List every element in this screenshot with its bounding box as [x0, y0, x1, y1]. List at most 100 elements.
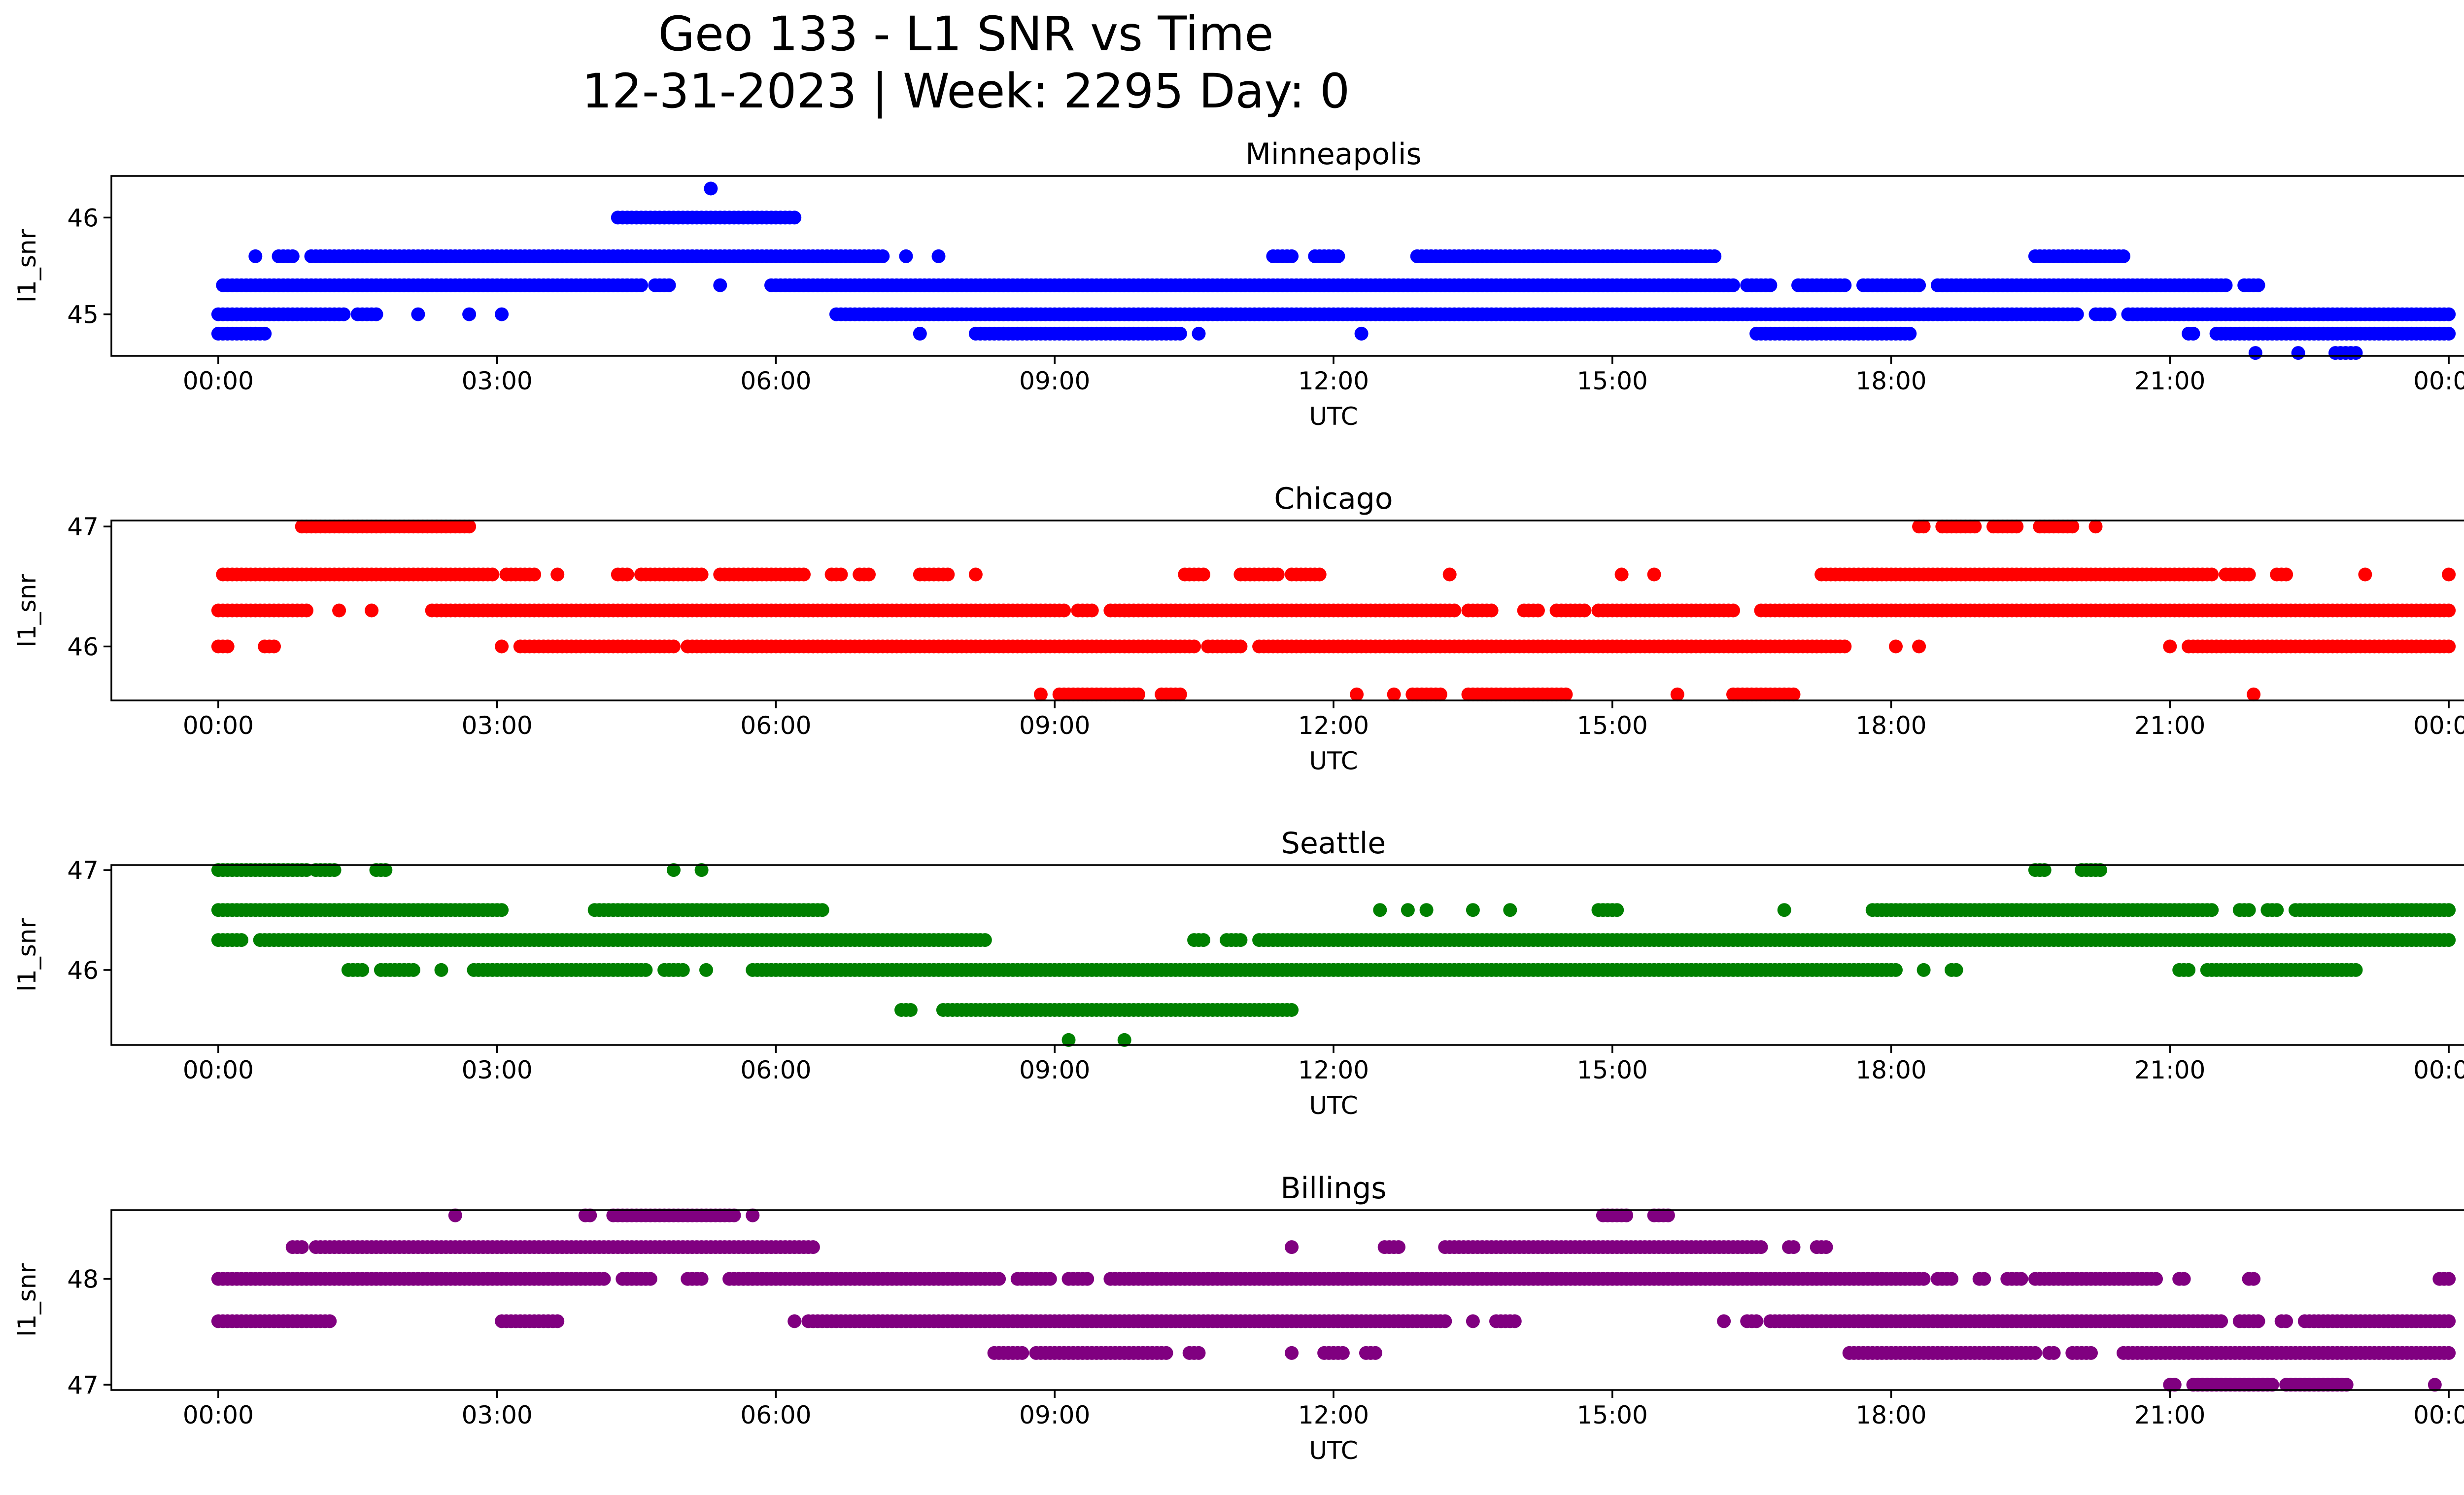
data-point: [1726, 278, 1740, 292]
y-tick-label: 48: [67, 1265, 99, 1294]
data-point: [931, 249, 946, 263]
data-point: [1159, 1346, 1173, 1360]
data-point: [462, 307, 477, 321]
data-point: [1484, 603, 1499, 618]
data-point: [1708, 249, 1722, 263]
data-point: [550, 1314, 565, 1328]
data-point: [1619, 1208, 1634, 1222]
y-tick-label: 46: [67, 956, 99, 985]
x-tick-label: 00:00: [2413, 367, 2464, 395]
data-point: [448, 1208, 462, 1222]
data-point: [1466, 903, 1480, 917]
data-point: [862, 567, 876, 582]
data-point: [2219, 278, 2233, 292]
data-point: [2247, 687, 2261, 701]
data-point: [2442, 567, 2456, 582]
y-axis-label: l1_snr: [13, 1263, 41, 1337]
data-point: [1131, 687, 1145, 701]
data-point: [2442, 1272, 2456, 1286]
data-point: [462, 520, 477, 534]
x-tick-label: 03:00: [462, 711, 533, 740]
data-point: [1559, 687, 1573, 701]
x-tick-label: 00:00: [2413, 711, 2464, 740]
data-point: [727, 1208, 741, 1222]
data-point: [699, 963, 713, 977]
data-point: [676, 963, 690, 977]
data-point: [2279, 1314, 2293, 1328]
data-point: [2428, 1378, 2442, 1392]
data-point: [1392, 1240, 1405, 1254]
data-point: [1726, 603, 1740, 618]
data-point: [2214, 1314, 2228, 1328]
x-tick-label: 00:00: [183, 711, 254, 740]
data-point: [2088, 520, 2103, 534]
data-point: [1197, 567, 1210, 582]
subplot-title-minneapolis: Minneapolis: [1245, 137, 1422, 172]
data-point: [1838, 278, 1852, 292]
y-tick-label: 46: [67, 204, 99, 232]
data-point: [1285, 1346, 1299, 1360]
data-point: [787, 1314, 802, 1328]
data-point: [365, 603, 379, 618]
x-tick-label: 15:00: [1577, 367, 1648, 395]
data-point: [2442, 933, 2456, 947]
data-point: [2093, 863, 2107, 877]
y-axis-label: l1_snr: [13, 918, 41, 992]
x-tick-label: 09:00: [1019, 367, 1090, 395]
y-axis-label: l1_snr: [13, 229, 41, 303]
data-point: [550, 567, 565, 582]
data-point: [787, 210, 802, 225]
data-point: [1968, 520, 1982, 534]
data-point: [378, 863, 393, 877]
data-point: [495, 903, 509, 917]
data-point: [355, 963, 370, 977]
figure-title-line1: Geo 133 - L1 SNR vs Time: [658, 6, 1274, 62]
data-point: [1916, 520, 1931, 534]
data-point: [806, 1240, 820, 1254]
x-tick-label: 12:00: [1298, 711, 1369, 740]
data-point: [1043, 1272, 1057, 1286]
data-point: [2291, 346, 2305, 360]
data-point: [1117, 1033, 1131, 1047]
data-point: [1354, 326, 1369, 341]
data-point: [639, 963, 653, 977]
data-point: [1057, 603, 1071, 618]
x-tick-label: 00:00: [2413, 1056, 2464, 1084]
data-point: [2247, 1272, 2261, 1286]
data-point: [1889, 639, 1903, 654]
data-point: [1466, 1314, 1480, 1328]
data-point: [2065, 520, 2080, 534]
data-point: [2070, 307, 2084, 321]
x-tick-label: 00:00: [183, 1056, 254, 1084]
data-point: [2442, 639, 2456, 654]
data-point: [1786, 687, 1801, 701]
data-point: [2349, 346, 2363, 360]
data-point: [1763, 278, 1778, 292]
data-point: [2182, 963, 2196, 977]
data-point: [2117, 249, 2130, 263]
data-point: [2442, 1346, 2456, 1360]
data-point: [1531, 603, 1545, 618]
data-point: [992, 1272, 1006, 1286]
data-point: [1916, 1272, 1931, 1286]
x-tick-label: 03:00: [462, 1056, 533, 1084]
data-point: [2349, 963, 2363, 977]
data-point: [1438, 1314, 1452, 1328]
y-tick-label: 47: [67, 1371, 99, 1399]
data-point: [667, 639, 681, 654]
figure-title-line2: 12-31-2023 | Week: 2295 Day: 0: [582, 64, 1350, 119]
data-point: [2279, 567, 2293, 582]
data-point: [1285, 1003, 1299, 1017]
data-point: [1507, 1314, 1522, 1328]
data-point: [1754, 1240, 1768, 1254]
data-point: [1233, 639, 1248, 654]
x-tick-label: 15:00: [1577, 711, 1648, 740]
data-point: [2251, 1314, 2265, 1328]
data-point: [2442, 603, 2456, 618]
data-point: [1661, 1208, 1675, 1222]
x-tick-label: 18:00: [1856, 711, 1927, 740]
data-point: [285, 249, 300, 263]
data-point: [620, 567, 634, 582]
data-point: [1647, 567, 1661, 582]
